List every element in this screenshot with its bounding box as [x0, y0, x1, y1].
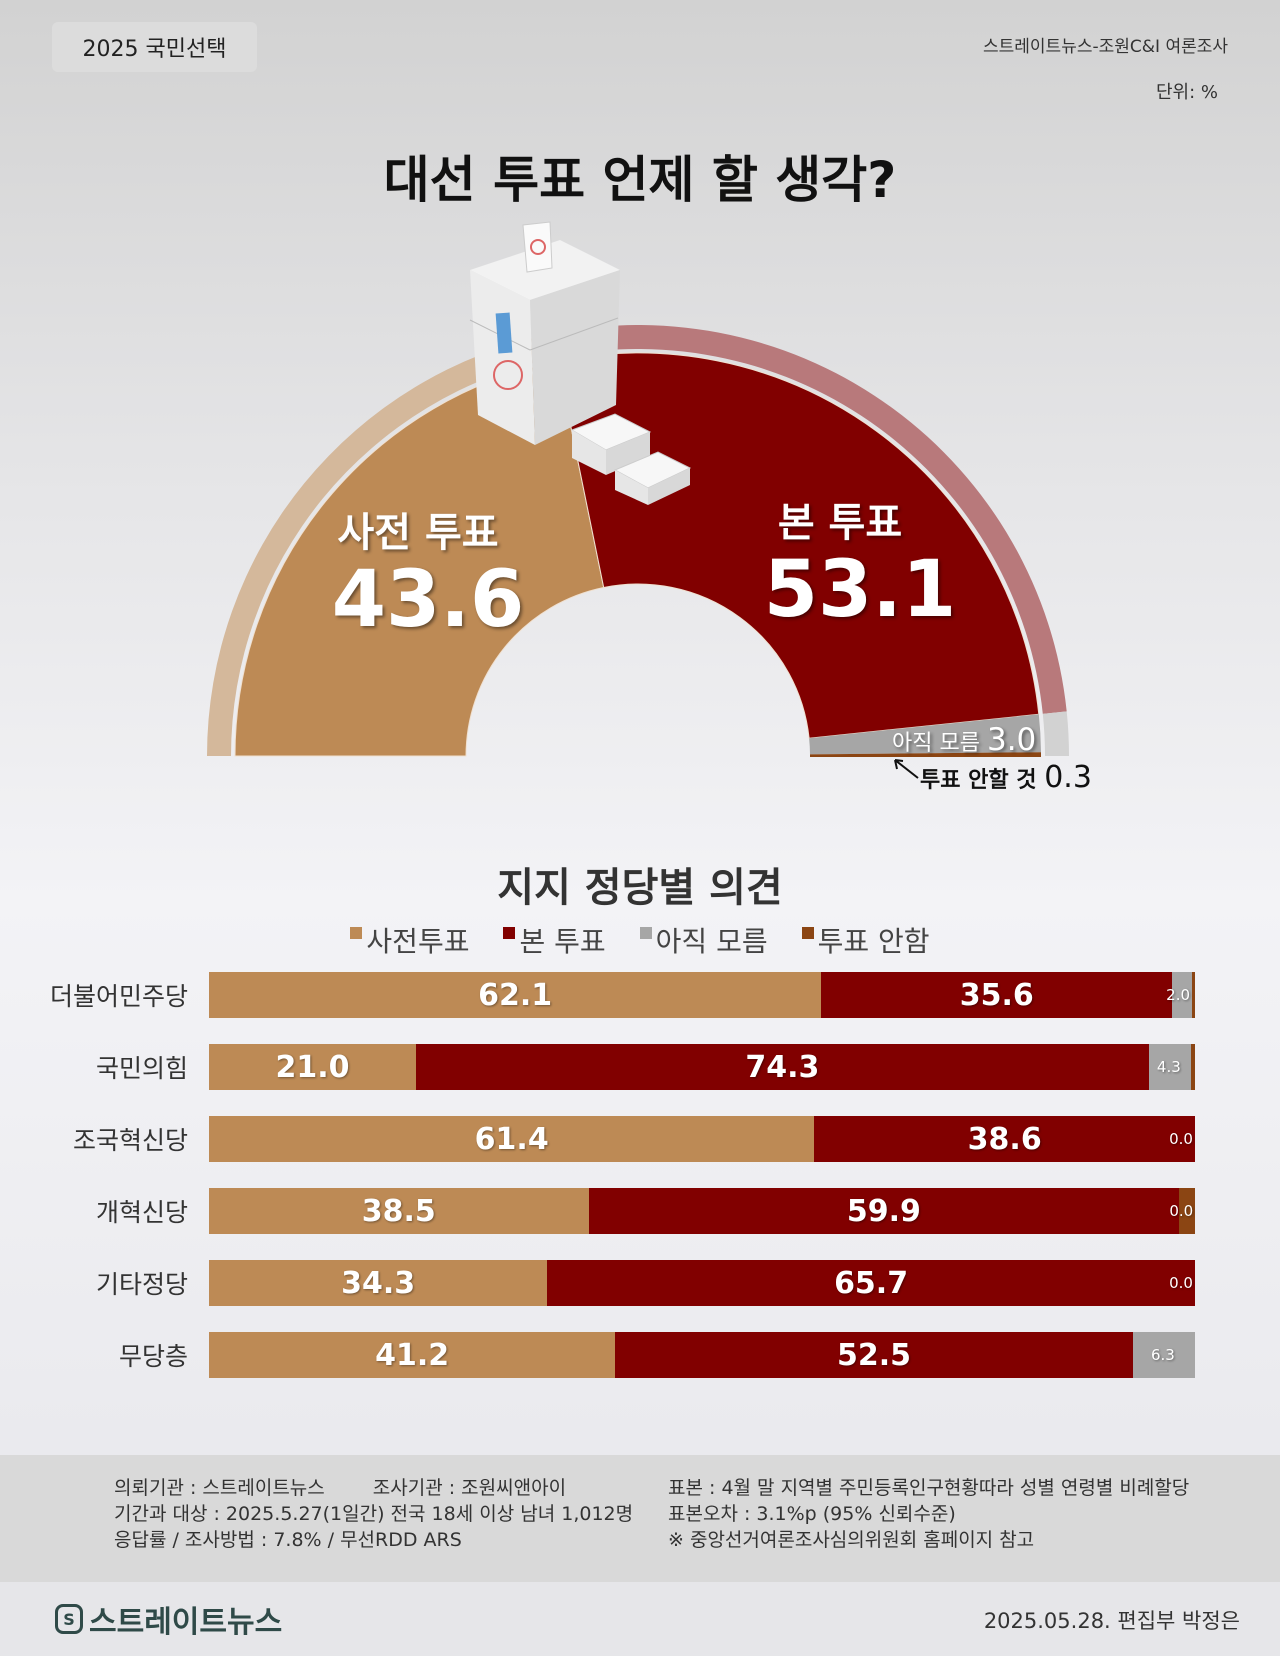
- seg-early: 62.1: [209, 972, 822, 1018]
- seg-election-day: 38.6 0.0: [814, 1116, 1195, 1162]
- seg-value: 65.7: [834, 1265, 909, 1301]
- stacked-bar: 21.0 74.3 4.3: [209, 1044, 1195, 1090]
- arrow-icon: [894, 759, 919, 779]
- seg-early: 41.2: [209, 1332, 616, 1378]
- bar-row-democratic: 더불어민주당 62.1 35.6 2.0: [0, 972, 1280, 1018]
- survey-info-panel: [0, 1455, 1280, 1582]
- seg-election-day: 59.9 0.0: [588, 1188, 1193, 1234]
- row-label: 무당층: [118, 1342, 188, 1371]
- logo: S 스트레이트뉴스: [55, 1597, 282, 1641]
- seg-undecided-value: 0.0: [1169, 1202, 1194, 1220]
- election-day-value: 53.1: [763, 545, 957, 635]
- legend-undecided: 아직 모름: [639, 920, 768, 960]
- early-vote-label: 사전 투표: [337, 510, 499, 556]
- stacked-bar: 38.5 59.9 0.0: [209, 1188, 1195, 1234]
- sample: 표본 : 4월 말 지역별 주민등록인구현황따라 성별 연령별 비례할당: [668, 1477, 1190, 1499]
- row-label: 더불어민주당: [49, 982, 188, 1011]
- undecided-value: 3.0: [986, 722, 1037, 758]
- bar-row-rebuilding-korea: 조국혁신당 61.4 38.6 0.0: [0, 1116, 1280, 1162]
- no-vote-label: 투표 안할 것 0.3: [920, 760, 1092, 795]
- section-tag: 2025 국민선택: [52, 22, 257, 72]
- seg-early: 21.0: [209, 1044, 417, 1090]
- stacked-bar: 62.1 35.6 2.0: [209, 972, 1195, 1018]
- undecided-ring: [1042, 711, 1069, 756]
- seg-election-day: 65.7 0.0: [547, 1260, 1195, 1306]
- period-target: 기간과 대상 : 2025.5.27(1일간) 전국 18세 이상 남녀 1,0…: [114, 1503, 634, 1525]
- row-label: 기타정당: [95, 1270, 188, 1299]
- chart-title: 대선 투표 언제 할 생각?: [383, 151, 897, 209]
- seg-election-day: 52.5: [615, 1332, 1133, 1378]
- row-label: 개혁신당: [95, 1198, 188, 1227]
- seg-value: 59.9: [846, 1193, 921, 1229]
- legend-label: 본 투표: [519, 925, 606, 958]
- stacked-bar: 61.4 38.6 0.0: [209, 1116, 1195, 1162]
- half-donut-chart: [207, 221, 1069, 779]
- seg-undecided: 6.3: [1132, 1332, 1195, 1378]
- row-label: 조국혁신당: [72, 1126, 188, 1155]
- seg-undecided-value: 0.0: [1169, 1274, 1193, 1292]
- seg-undecided: 4.3: [1148, 1044, 1192, 1090]
- legend-early: 사전투표: [350, 920, 469, 960]
- seg-early: 61.4: [209, 1116, 815, 1162]
- seg-election-day: 74.3: [416, 1044, 1149, 1090]
- survey-info-right: 표본 : 4월 말 지역별 주민등록인구현황따라 성별 연령별 비례할당 표본오…: [668, 1475, 1189, 1553]
- seg-early: 38.5: [209, 1188, 589, 1234]
- stacked-bar: 34.3 65.7 0.0: [209, 1260, 1195, 1306]
- election-day-label: 본 투표: [777, 500, 903, 546]
- survey-source: 스트레이트뉴스-조원C&I 여론조사: [983, 37, 1228, 57]
- legend-label: 아직 모름: [655, 925, 768, 958]
- seg-early: 34.3: [209, 1260, 548, 1306]
- pollster: 조사기관 : 조원씨앤아이: [372, 1477, 567, 1499]
- legend-label: 투표 안함: [817, 925, 930, 958]
- seg-election-day: 35.6: [821, 972, 1173, 1018]
- seg-no-vote: [1191, 1044, 1195, 1090]
- date-credit: 2025.05.28. 편집부 박정은: [983, 1609, 1240, 1633]
- early-vote-value: 43.6: [331, 555, 525, 645]
- row-label: 국민의힘: [95, 1054, 188, 1083]
- no-vote-slice: [810, 752, 1041, 757]
- bar-row-independent: 무당층 41.2 52.5 6.3: [0, 1332, 1280, 1378]
- party-chart-title: 지지 정당별 의견: [497, 865, 783, 911]
- undecided-label: 아직 모름 3.0: [892, 722, 1036, 758]
- stacked-bar: 41.2 52.5 6.3: [209, 1332, 1195, 1378]
- election-day-slice: [556, 352, 1040, 739]
- undecided-text: 아직 모름: [892, 731, 980, 756]
- response-method: 응답률 / 조사방법 : 7.8% / 무선RDD ARS: [114, 1529, 462, 1551]
- bar-row-other: 기타정당 34.3 65.7 0.0: [0, 1260, 1280, 1306]
- logo-text: 스트레이트뉴스: [89, 1605, 283, 1640]
- legend: 사전투표 본 투표 아직 모름 투표 안함: [0, 920, 1280, 960]
- survey-info-left: 의뢰기관 : 스트레이트뉴스 조사기관 : 조원씨앤아이 기간과 대상 : 202…: [114, 1475, 633, 1553]
- bar-row-reform: 개혁신당 38.5 59.9 0.0: [0, 1188, 1280, 1234]
- bottom-bar: [0, 1582, 1280, 1656]
- no-vote-value: 0.3: [1044, 760, 1092, 795]
- seg-undecided-value: 0.0: [1169, 1130, 1193, 1148]
- undecided-slice: [809, 714, 1041, 755]
- seg-no-vote: [1179, 1188, 1195, 1234]
- early-vote-ring: [207, 333, 557, 756]
- no-vote-text: 투표 안할 것: [920, 768, 1037, 793]
- seg-undecided: 2.0: [1166, 972, 1193, 1018]
- ballot-box-icon: [469, 221, 692, 505]
- legend-election-day: 본 투표: [503, 920, 606, 960]
- seg-no-vote: [1192, 972, 1195, 1018]
- reference-note: ※ 중앙선거여론조사심의위원회 홈페이지 참고: [668, 1529, 1035, 1551]
- seg-value: 38.6: [967, 1121, 1042, 1157]
- unit-label: 단위: %: [1155, 82, 1218, 103]
- bar-row-ppp: 국민의힘 21.0 74.3 4.3: [0, 1044, 1280, 1090]
- logo-icon: S: [55, 1604, 83, 1634]
- requester: 의뢰기관 : 스트레이트뉴스: [114, 1477, 325, 1499]
- margin-of-error: 표본오차 : 3.1%p (95% 신뢰수준): [668, 1503, 956, 1525]
- legend-no-vote: 투표 안함: [801, 920, 930, 960]
- legend-label: 사전투표: [366, 925, 470, 958]
